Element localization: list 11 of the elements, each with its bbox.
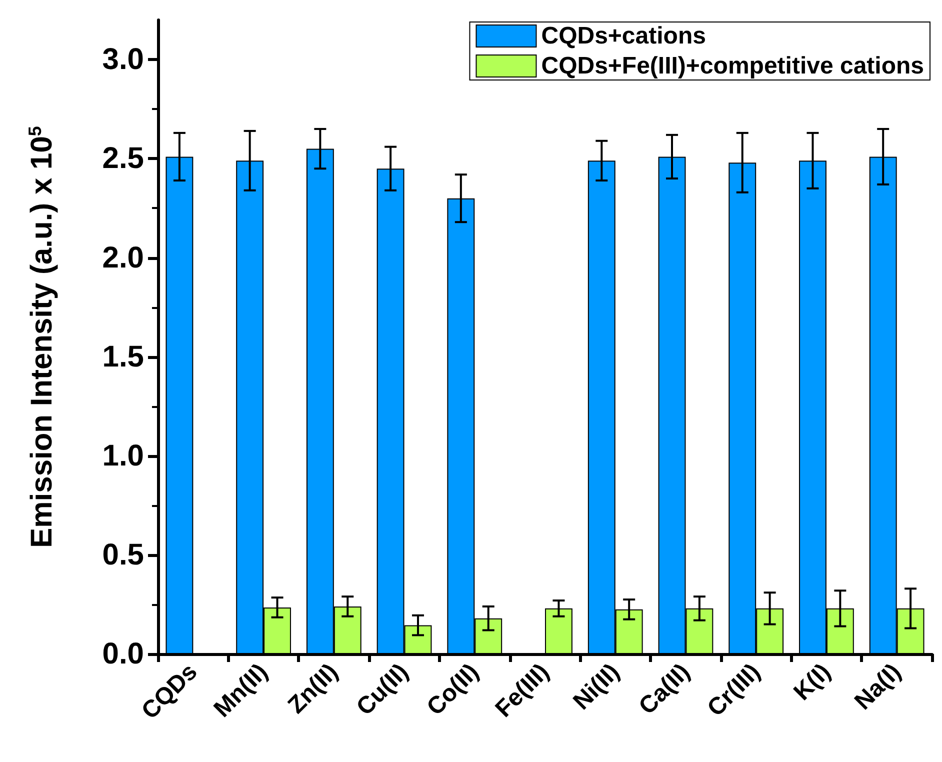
y-tick-label: 2.5	[102, 142, 144, 176]
x-tick-label: K(I)	[788, 658, 836, 706]
y-tick-label: 0.0	[102, 638, 144, 670]
legend-label: CQDs+Fe(III)+competitive cations	[541, 52, 924, 80]
y-axis-title: Emission Intensity (a.u.) x 105	[25, 126, 58, 548]
y-tick-label: 3.0	[102, 43, 144, 76]
y-tick-label: 0.5	[102, 538, 144, 572]
y-tick-label: 1.0	[102, 439, 144, 472]
legend-label: CQDs+cations	[541, 22, 706, 50]
y-tick-label: 1.5	[102, 340, 144, 374]
y-tick-label: 2.0	[102, 241, 144, 274]
